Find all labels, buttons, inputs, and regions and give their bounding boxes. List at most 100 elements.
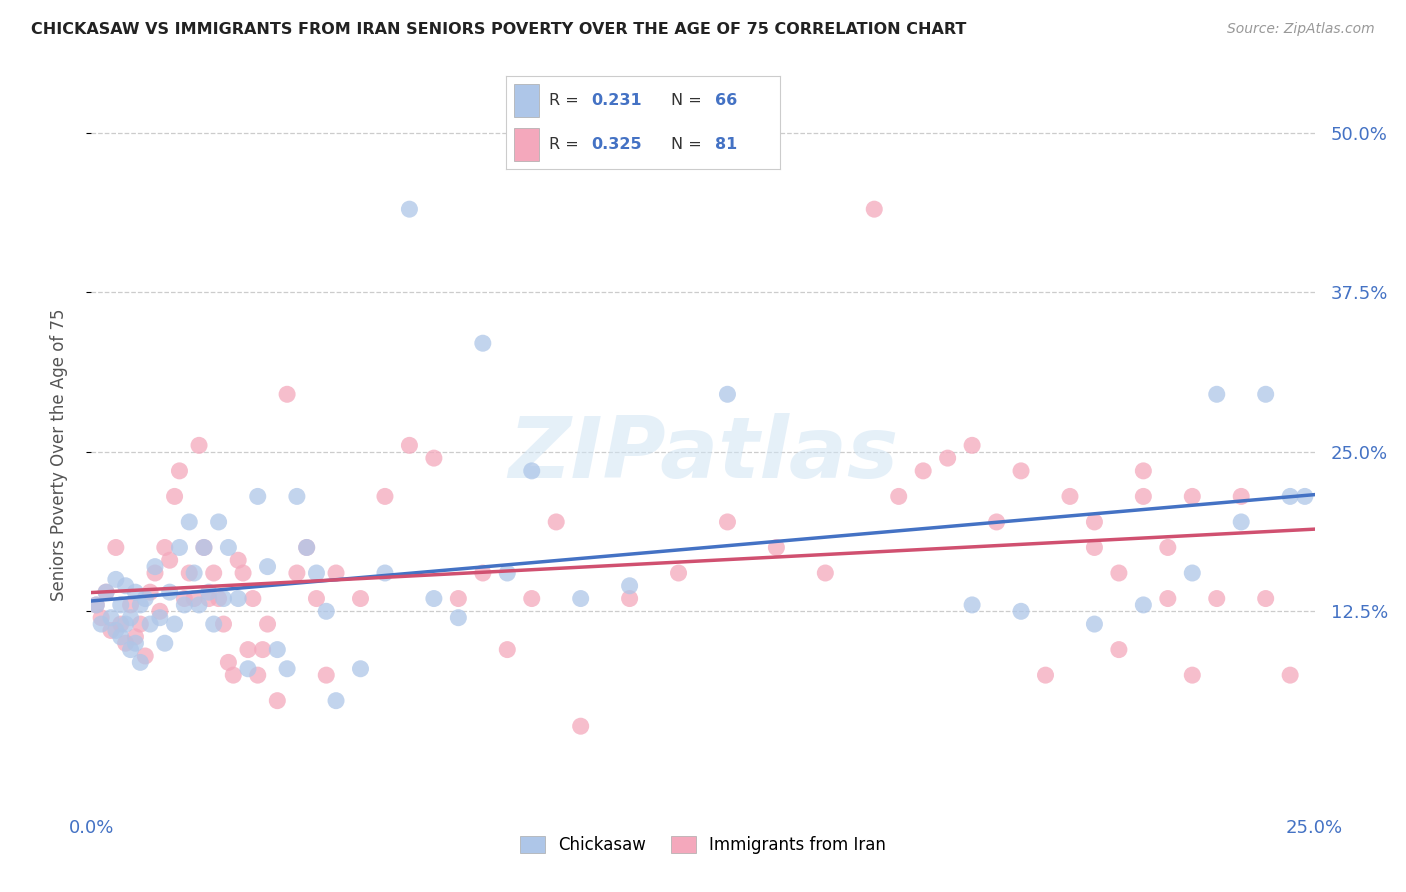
Point	[212, 591, 235, 606]
Point	[295, 541, 318, 555]
Point	[114, 617, 136, 632]
Text: 81: 81	[714, 137, 737, 153]
Point	[163, 490, 186, 504]
Point	[198, 591, 221, 606]
Point	[110, 630, 132, 644]
Point	[1010, 604, 1032, 618]
Text: CHICKASAW VS IMMIGRANTS FROM IRAN SENIORS POVERTY OVER THE AGE OF 75 CORRELATION: CHICKASAW VS IMMIGRANTS FROM IRAN SENIOR…	[31, 22, 966, 37]
Point	[217, 656, 239, 670]
Point	[471, 336, 494, 351]
Point	[814, 566, 837, 580]
Point	[619, 591, 641, 606]
Point	[236, 662, 259, 676]
Point	[153, 636, 176, 650]
Text: 0.231: 0.231	[591, 93, 641, 108]
Point	[1083, 541, 1105, 555]
Point	[252, 642, 274, 657]
Point	[124, 585, 146, 599]
Point	[1108, 642, 1130, 657]
Point	[986, 515, 1008, 529]
Point	[1083, 515, 1105, 529]
Point	[134, 648, 156, 663]
Point	[226, 591, 249, 606]
Point	[114, 636, 136, 650]
Point	[129, 617, 152, 632]
Point	[183, 591, 205, 606]
Point	[569, 719, 592, 733]
Point	[1157, 591, 1180, 606]
Point	[315, 668, 337, 682]
Point	[84, 598, 107, 612]
Point	[960, 598, 983, 612]
Point	[163, 617, 186, 632]
Point	[159, 553, 181, 567]
Point	[398, 438, 420, 452]
Point	[90, 610, 112, 624]
Point	[305, 566, 328, 580]
Point	[266, 694, 288, 708]
Point	[202, 566, 225, 580]
Point	[765, 541, 787, 555]
Point	[447, 591, 470, 606]
Point	[236, 642, 259, 657]
Point	[1230, 515, 1253, 529]
Point	[212, 617, 235, 632]
Point	[217, 541, 239, 555]
Point	[173, 598, 195, 612]
Point	[374, 490, 396, 504]
Text: 0.325: 0.325	[591, 137, 641, 153]
Point	[104, 541, 127, 555]
Point	[120, 598, 142, 612]
Point	[84, 598, 107, 612]
Point	[1108, 566, 1130, 580]
Text: N =: N =	[671, 137, 702, 153]
Point	[100, 610, 122, 624]
FancyBboxPatch shape	[515, 128, 538, 161]
Point	[193, 541, 215, 555]
Point	[124, 630, 146, 644]
Point	[471, 566, 494, 580]
Point	[325, 694, 347, 708]
Point	[569, 591, 592, 606]
Point	[1279, 668, 1302, 682]
Point	[153, 541, 176, 555]
Point	[1181, 490, 1204, 504]
Point	[520, 464, 543, 478]
Point	[104, 624, 127, 638]
Point	[1035, 668, 1057, 682]
Point	[120, 610, 142, 624]
Point	[315, 604, 337, 618]
Text: N =: N =	[671, 93, 702, 108]
Point	[198, 585, 221, 599]
Point	[100, 624, 122, 638]
Point	[266, 642, 288, 657]
Point	[668, 566, 690, 580]
Point	[179, 515, 201, 529]
Point	[349, 591, 371, 606]
Point	[496, 566, 519, 580]
Text: 66: 66	[714, 93, 737, 108]
Point	[276, 662, 298, 676]
Point	[94, 585, 117, 599]
Point	[863, 202, 886, 216]
Point	[325, 566, 347, 580]
Point	[143, 566, 166, 580]
Point	[423, 451, 446, 466]
Point	[110, 617, 132, 632]
Point	[256, 617, 278, 632]
Point	[256, 559, 278, 574]
Point	[202, 617, 225, 632]
Point	[188, 598, 211, 612]
Point	[159, 585, 181, 599]
Point	[226, 553, 249, 567]
Point	[1205, 591, 1227, 606]
Text: Source: ZipAtlas.com: Source: ZipAtlas.com	[1227, 22, 1375, 37]
Point	[173, 591, 195, 606]
Point	[222, 668, 245, 682]
Point	[1181, 668, 1204, 682]
Point	[1294, 490, 1316, 504]
Point	[496, 642, 519, 657]
Point	[1132, 598, 1154, 612]
Point	[90, 617, 112, 632]
Point	[1059, 490, 1081, 504]
